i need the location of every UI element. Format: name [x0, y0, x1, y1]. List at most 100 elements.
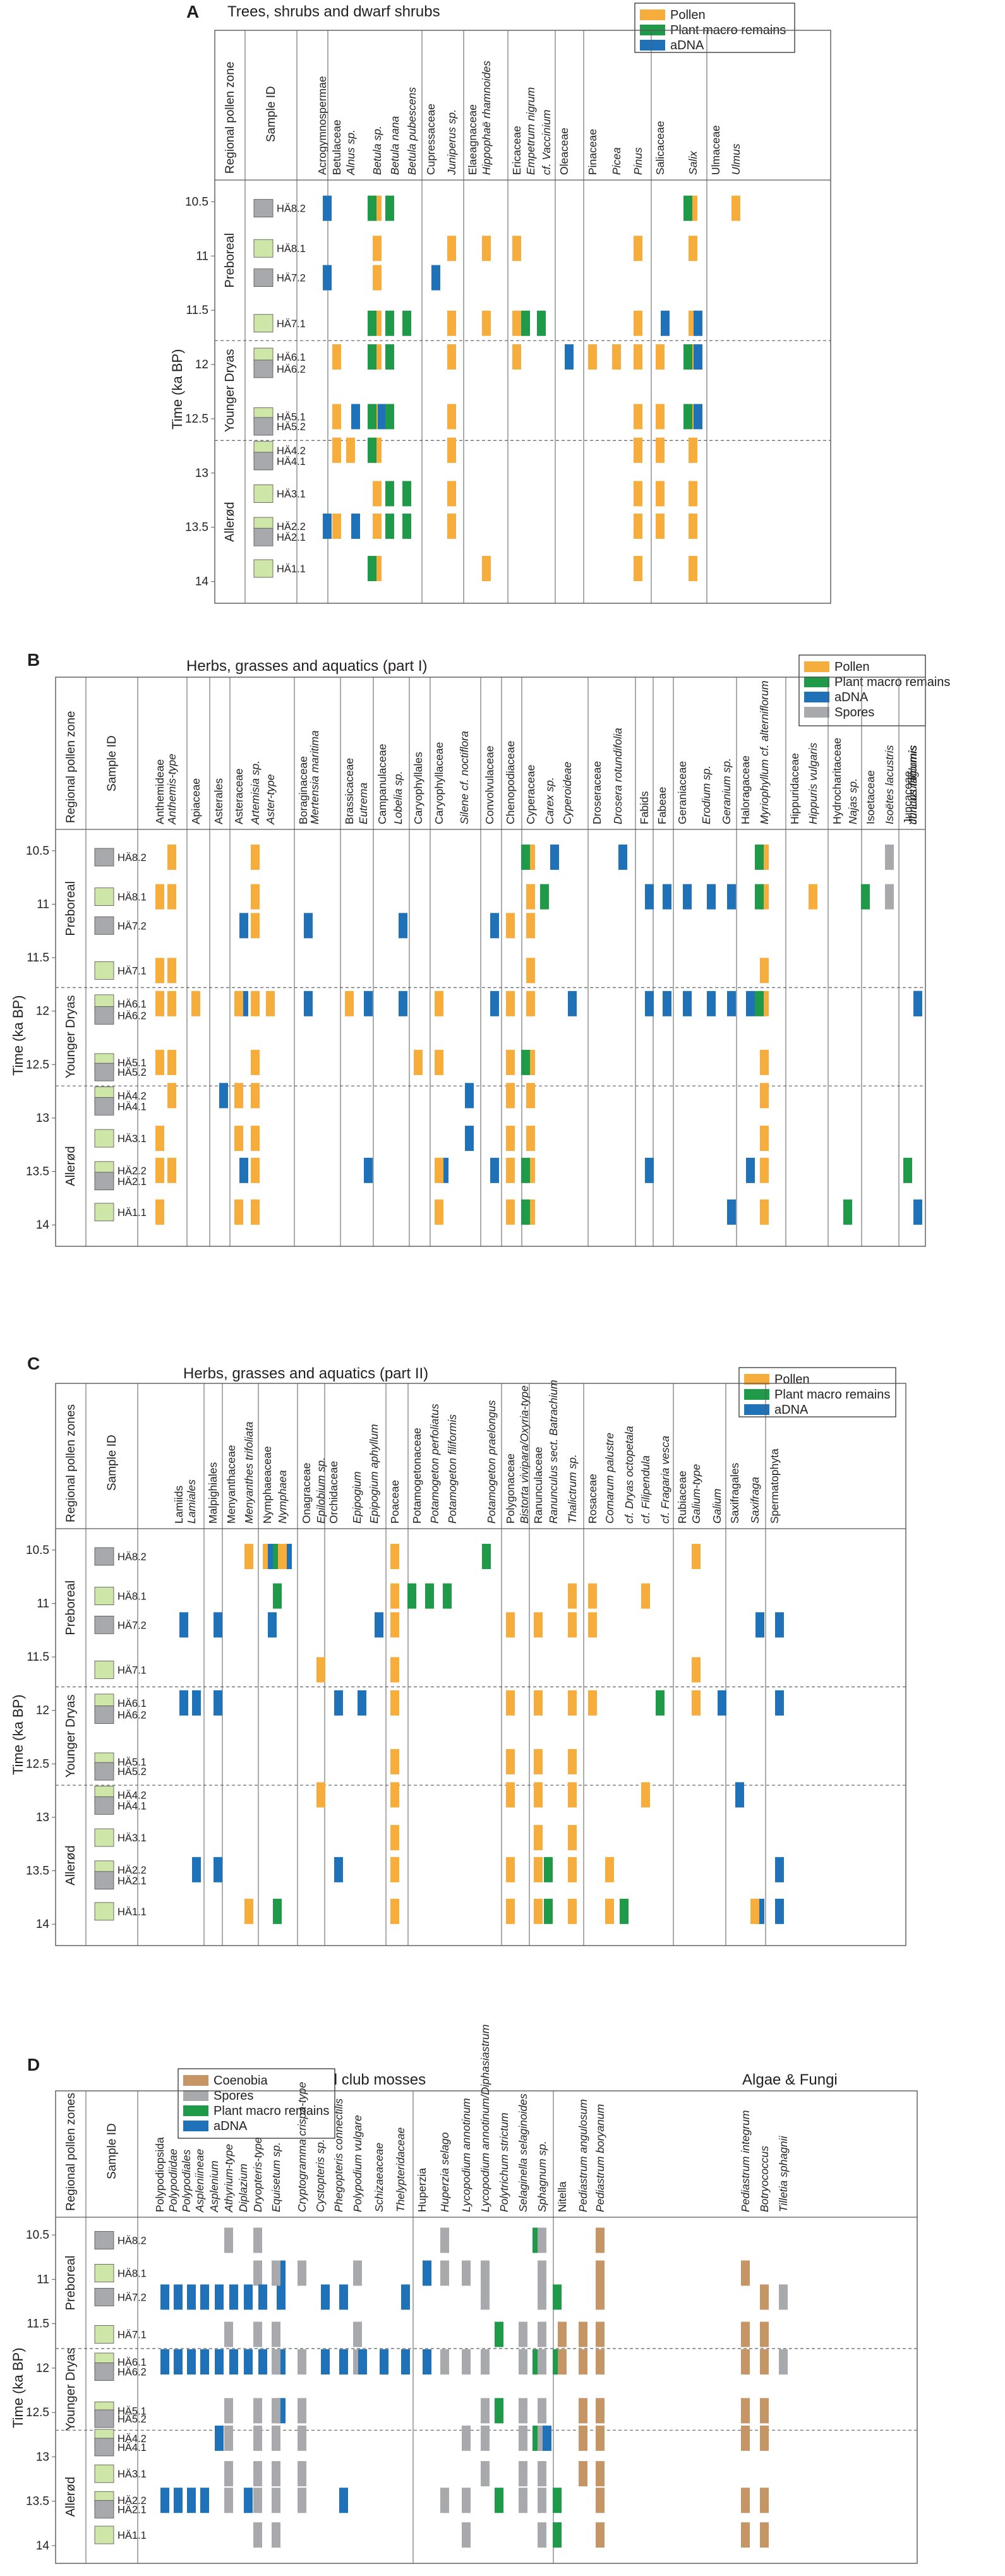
record-bar [174, 2349, 183, 2375]
record-bar [634, 344, 642, 370]
record-bar [351, 404, 360, 430]
record-bar [861, 884, 870, 910]
record-bar [390, 1748, 399, 1774]
zone-label: Allerød [64, 2477, 78, 2517]
record-bar [373, 265, 382, 291]
record-bar [641, 1583, 650, 1609]
record-bar [596, 2398, 605, 2424]
record-bar [447, 514, 456, 539]
record-bar [155, 1049, 164, 1075]
record-bar [368, 310, 376, 336]
record-bar [550, 845, 559, 870]
sample-box [94, 2325, 114, 2344]
sample-box [94, 1062, 114, 1081]
record-bar [401, 2349, 410, 2375]
record-bar [390, 1583, 399, 1609]
record-bar [440, 2349, 449, 2375]
column-label: Ulmaceae [709, 125, 722, 175]
record-bar [423, 2260, 431, 2286]
zone-header: Regional pollen zones [64, 2093, 78, 2211]
y-tick-label: 12.5 [185, 412, 208, 426]
column-label: Mertensia maritima [308, 730, 321, 824]
sample-label: HÄ6.1 [117, 999, 147, 1010]
record-bar [663, 990, 671, 1016]
record-bar [506, 913, 515, 939]
record-bar [490, 913, 499, 939]
sample-label: HÄ4.1 [277, 456, 306, 467]
sample-label: HÄ3.1 [277, 488, 306, 500]
sample-label: HÄ5.2 [277, 421, 306, 433]
record-bar [746, 990, 755, 1016]
sample-box [94, 1006, 114, 1025]
record-bar [191, 990, 200, 1016]
column-label: Lobelia sp. [392, 771, 404, 824]
record-bar [346, 437, 355, 463]
record-bar [760, 1083, 769, 1109]
sample-header: Sample ID [105, 1435, 119, 1491]
sample-box [94, 1097, 114, 1116]
column-label: Pinus [632, 147, 644, 175]
sample-box [253, 485, 274, 503]
sample-box [253, 268, 274, 287]
record-bar [316, 1782, 325, 1808]
record-bar [332, 437, 341, 463]
sample-box [94, 848, 114, 867]
sample-header: Sample ID [265, 86, 278, 142]
record-bar [579, 2461, 587, 2487]
sample-box [94, 1762, 114, 1781]
record-bar [755, 1612, 764, 1638]
column-label: Eutrema [357, 783, 370, 824]
record-bar [155, 958, 164, 984]
record-bar [160, 2488, 169, 2513]
record-bar [512, 344, 521, 370]
record-bar [481, 2260, 490, 2286]
record-bar [913, 990, 922, 1016]
column-label: Bistorta vivipara/Oxyria-type [518, 1385, 531, 1524]
column-label: Epilobium sp. [315, 1457, 327, 1524]
record-bar [462, 2349, 471, 2375]
record-bar [482, 236, 491, 262]
column-label: Cyperaceae [524, 765, 537, 824]
record-bar [167, 990, 176, 1016]
record-bar [167, 1157, 176, 1183]
sample-label: HÄ5.2 [117, 1766, 147, 1778]
record-bar [750, 1898, 759, 1924]
sample-box [94, 888, 114, 906]
record-bar [656, 437, 665, 463]
record-bar [843, 1199, 852, 1225]
record-bar [634, 310, 642, 336]
column-label: Caryophyllaceae [433, 742, 445, 824]
record-bar [323, 514, 332, 539]
sample-label: HÄ2.1 [117, 1176, 147, 1188]
record-bar [579, 2425, 587, 2451]
record-bar [534, 1857, 543, 1882]
record-bar [519, 2488, 527, 2513]
column-label: Betula pubescens [406, 87, 418, 175]
record-bar [521, 310, 530, 336]
legend-swatch [804, 661, 829, 672]
record-bar [253, 2425, 262, 2451]
record-bar [440, 2227, 449, 2253]
sample-label: HÄ1.1 [277, 563, 306, 575]
record-bar [155, 1157, 164, 1183]
record-bar [521, 1157, 530, 1183]
record-bar [462, 2425, 471, 2451]
record-bar [553, 2488, 562, 2513]
record-bar [481, 2398, 490, 2424]
record-bar [596, 2488, 605, 2513]
sample-box [253, 452, 274, 471]
y-tick-label: 13.5 [185, 521, 208, 534]
column-label: Huperzia selago [438, 2132, 451, 2212]
sample-label: HÄ7.1 [277, 318, 306, 330]
zone-header: Regional pollen zone [64, 711, 78, 823]
column-label: Nitella [556, 2181, 569, 2212]
record-bar [689, 236, 697, 262]
record-bar [443, 1583, 452, 1609]
record-bar [656, 404, 665, 430]
record-bar [200, 2488, 209, 2513]
record-bar [596, 2260, 605, 2286]
column-label: Droseraceae [591, 761, 603, 824]
legend-label: Plant macro remains [774, 1388, 890, 1402]
record-bar [538, 2227, 546, 2253]
record-bar [192, 1690, 201, 1716]
